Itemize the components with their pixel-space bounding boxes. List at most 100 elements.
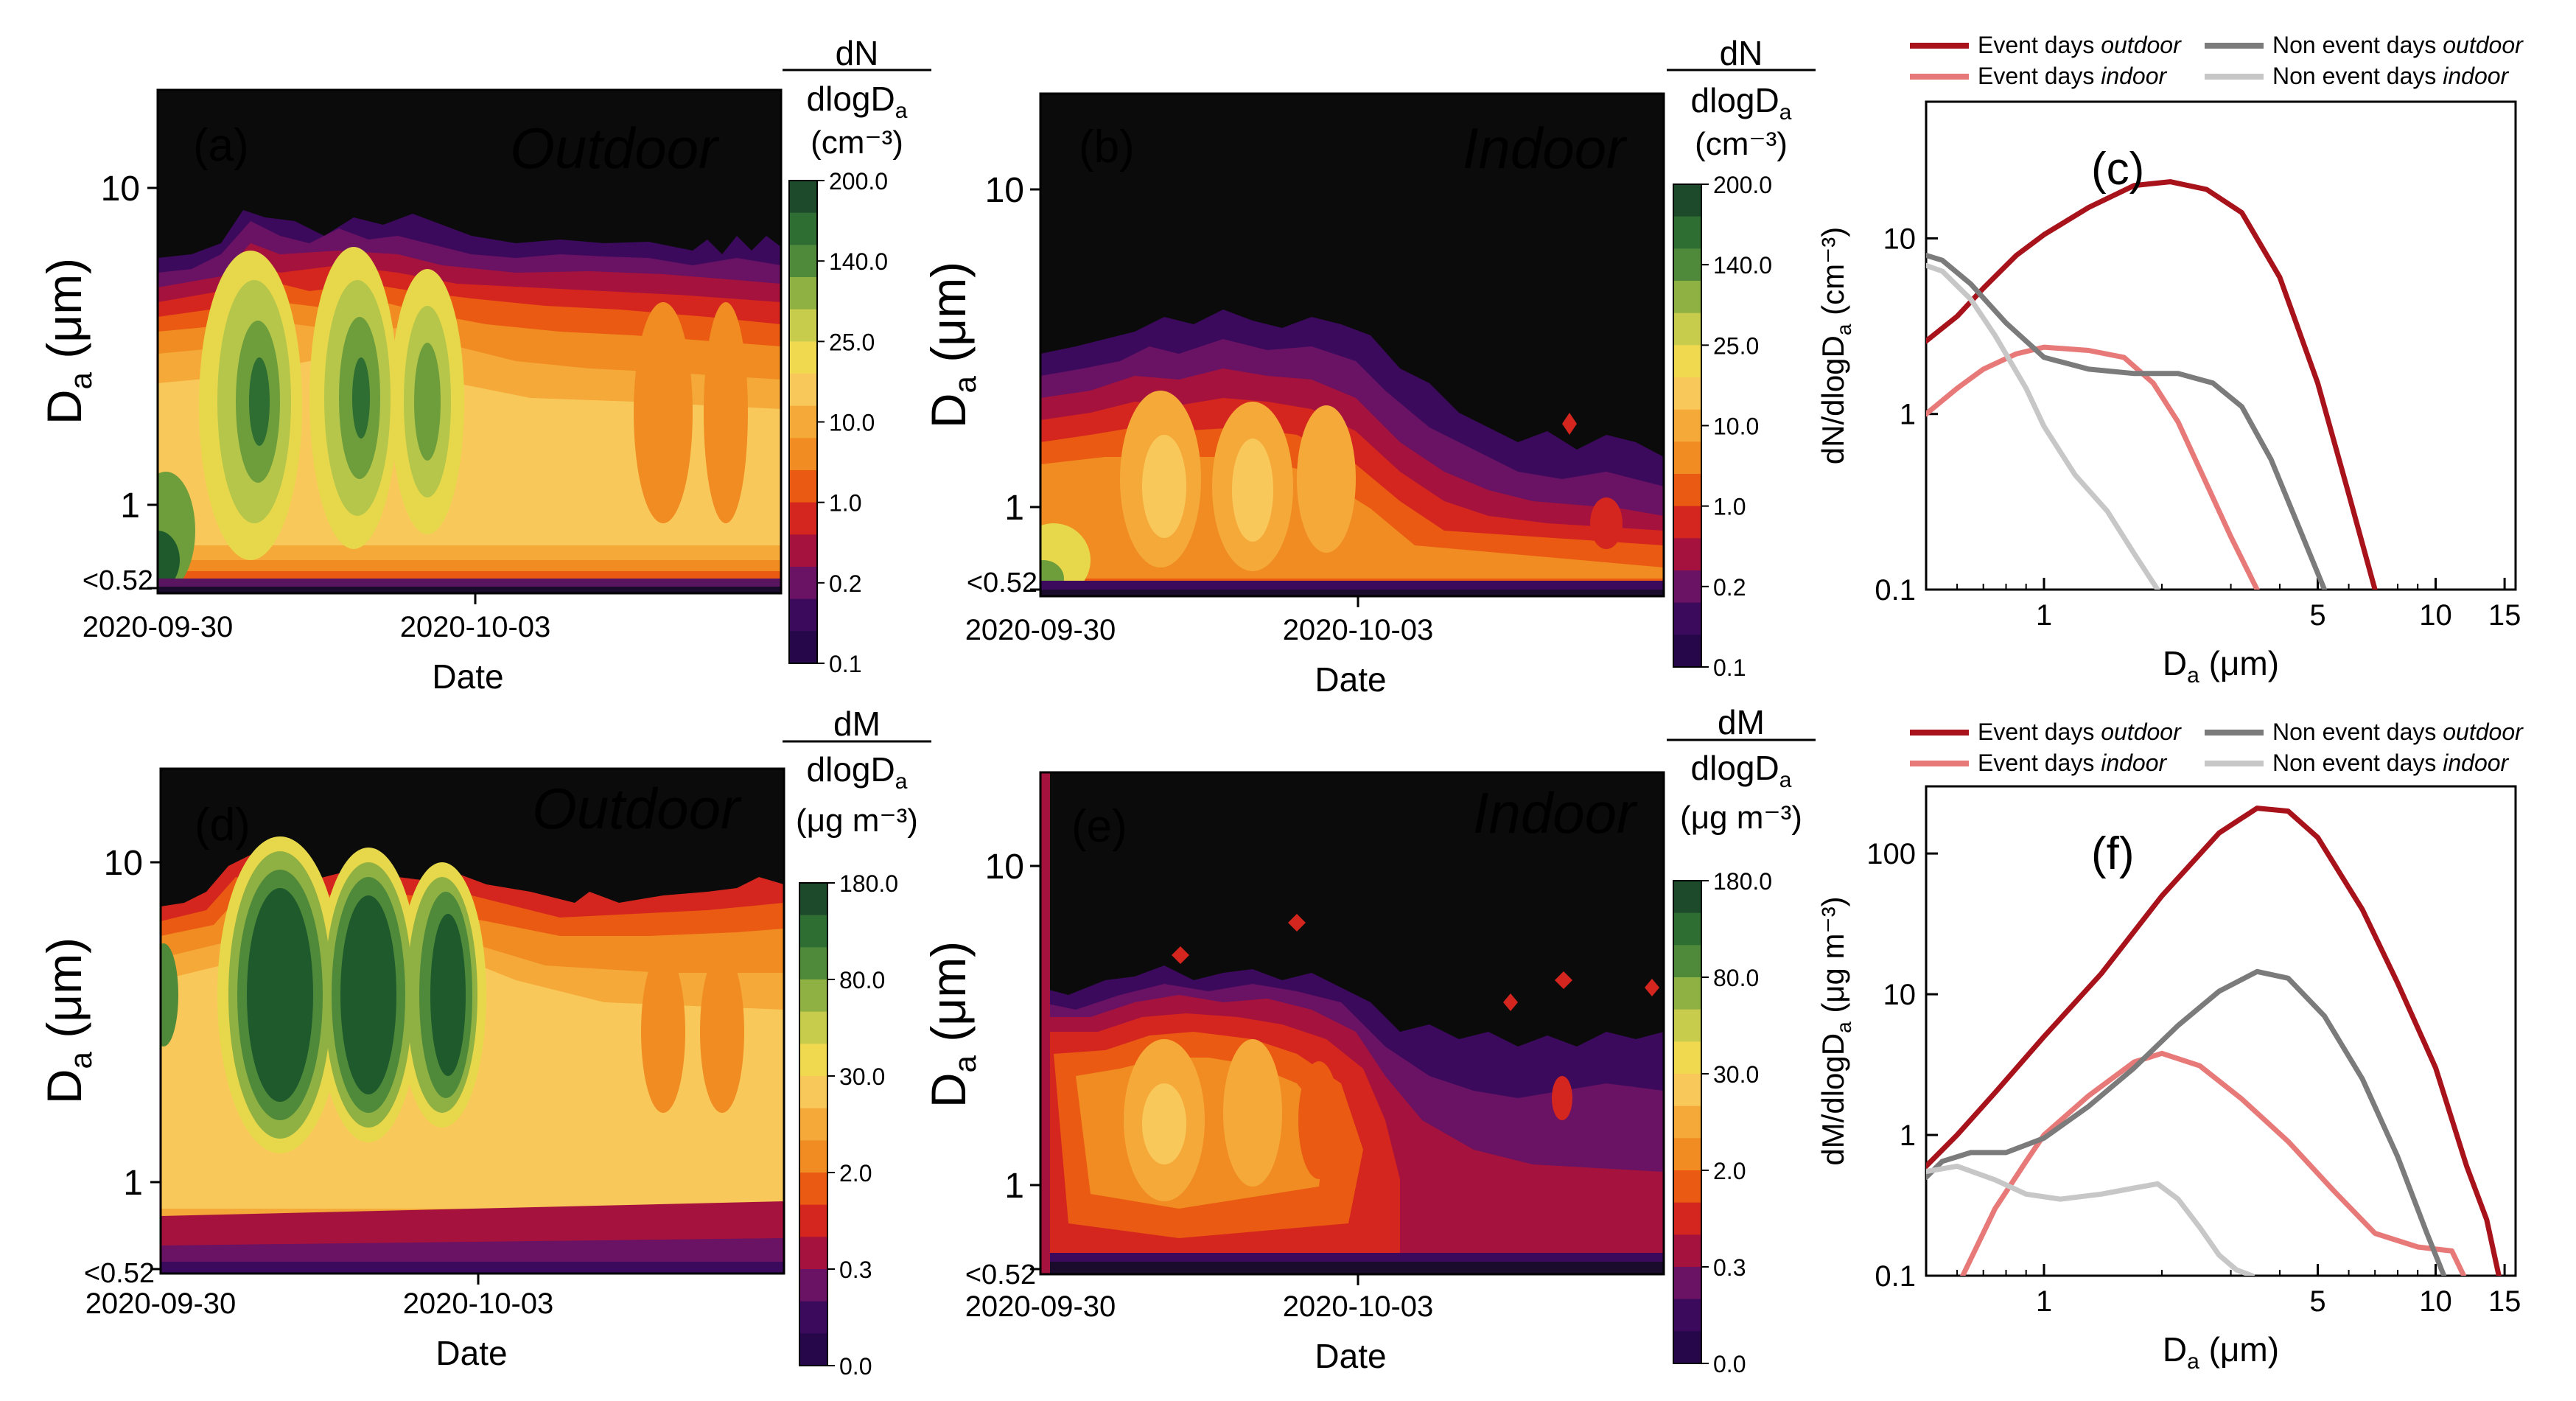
colorbar-b-step-11 xyxy=(1673,538,1701,571)
xlabel-f: Da (μm) xyxy=(2163,1330,2279,1374)
colorbar-a-step-12 xyxy=(789,567,817,600)
panel-e: (e) Indoor 10 1 <0.52 Da (μm) 2020-09-30… xyxy=(921,771,1665,1375)
panel-label-a: (a) xyxy=(193,120,249,171)
heatmap-b-field xyxy=(1040,94,1664,596)
colorbar-a-step-8 xyxy=(789,438,817,471)
colorbar-a-step-7 xyxy=(789,405,817,439)
colorbar-d-ticklabel-2: 30.0 xyxy=(839,1063,885,1090)
legend-label-f-0: Event days outdoor xyxy=(1978,719,2182,745)
colorbar-e-ticklabel-3: 2.0 xyxy=(1713,1158,1746,1184)
ytick-f-0: 0.1 xyxy=(1875,1260,1916,1293)
plot-frame-c xyxy=(1925,100,2517,591)
colorbar-b-step-6 xyxy=(1673,377,1701,410)
colorbar-b-step-8 xyxy=(1673,441,1701,475)
colorbar-b-step-13 xyxy=(1673,602,1701,636)
colorbar-e-ticklabel-4: 0.3 xyxy=(1713,1254,1746,1281)
colorbar-b-step-12 xyxy=(1673,570,1701,604)
colorbar-d-ticklabel-4: 0.3 xyxy=(839,1257,872,1283)
heatmap-a-field xyxy=(158,90,781,593)
ytick-d-2: <0.52 xyxy=(84,1258,155,1289)
colorbar-a-ticklabel-5: 0.2 xyxy=(829,570,861,597)
ytick-a-0: 10 xyxy=(101,170,140,209)
ytick-b-1: 1 xyxy=(1004,489,1024,528)
colorbar-d-unit: (μg m⁻³) xyxy=(796,803,918,839)
legend-label-c-0: Event days outdoor xyxy=(1978,32,2182,58)
colorbar-d-step-2 xyxy=(799,947,827,980)
colorbar-a-step-5 xyxy=(789,341,817,374)
colorbar-e-step-8 xyxy=(1673,1138,1701,1171)
colorbar-d-step-0 xyxy=(799,883,827,916)
xtick-a-1: 2020-10-03 xyxy=(400,611,551,643)
legend-label-f-3: Non event days indoor xyxy=(2272,750,2510,776)
ytick-b-0: 10 xyxy=(985,171,1024,210)
colorbar-b-step-14 xyxy=(1673,635,1701,668)
ytick-d-1: 1 xyxy=(123,1164,143,1203)
panel-b: (b) Indoor 10 1 <0.52 Da (μm) 2020-09-30… xyxy=(921,92,1665,699)
xtick-d-0: 2020-09-30 xyxy=(85,1288,237,1320)
series-line-f-3 xyxy=(1926,1163,2255,1276)
legend-label-f-1: Event days indoor xyxy=(1978,750,2168,776)
colorbar-b-step-3 xyxy=(1673,281,1701,314)
colorbar-a-step-0 xyxy=(789,181,817,214)
colorbar-a-step-3 xyxy=(789,277,817,310)
ytick-f-1: 1 xyxy=(1900,1119,1916,1152)
plot-frame-f xyxy=(1925,785,2517,1277)
colorbar-e-step-14 xyxy=(1673,1331,1701,1364)
colorbar-a-step-14 xyxy=(789,631,817,664)
colorbar-b-bottom: dlogDa xyxy=(1691,81,1792,125)
panel-label-e: (e) xyxy=(1071,801,1127,852)
panel-a: (a) Outdoor 10 1 <0.52 Da (μm) 2020-09-3… xyxy=(37,88,783,696)
colorbar-b-ticklabel-2: 25.0 xyxy=(1713,332,1759,359)
colorbar-b-top: dN xyxy=(1720,34,1763,72)
colorbar-d-step-5 xyxy=(799,1044,827,1077)
panel-label-b: (b) xyxy=(1079,122,1135,172)
colorbar-a-ticklabel-2: 25.0 xyxy=(829,329,875,355)
xtick-c-0: 1 xyxy=(2036,599,2052,632)
xtick-f-1: 5 xyxy=(2309,1285,2325,1318)
xtick-e-1: 2020-10-03 xyxy=(1283,1290,1434,1323)
colorbar-e-ticklabel-1: 80.0 xyxy=(1713,965,1759,991)
ylabel-f: dM/dlogDa (μg m⁻³) xyxy=(1816,896,1855,1165)
ytick-a-1: 1 xyxy=(120,486,140,525)
colorbar-e-step-9 xyxy=(1673,1170,1701,1203)
heatmap-d-field xyxy=(161,769,784,1274)
colorbar-e-unit: (μg m⁻³) xyxy=(1680,800,1802,836)
ytick-a-2: <0.52 xyxy=(83,565,153,596)
colorbar-e-bottom: dlogDa xyxy=(1691,749,1792,792)
legend-label-f-2: Non event days outdoor xyxy=(2272,719,2524,745)
colorbar-e-step-13 xyxy=(1673,1299,1701,1332)
colorbar-e-step-2 xyxy=(1673,945,1701,978)
xlabel-e: Date xyxy=(1315,1337,1386,1375)
ytick-f-2: 10 xyxy=(1883,979,1917,1011)
plot-frame-e xyxy=(1039,771,1665,1276)
colorbar-a-step-11 xyxy=(789,534,817,567)
colorbar-e-step-6 xyxy=(1673,1074,1701,1107)
colorbar-a-bottom: dlogDa xyxy=(807,80,908,123)
colorbar-a-ticklabel-1: 140.0 xyxy=(829,248,888,275)
colorbar-b-step-1 xyxy=(1673,216,1701,250)
colorbar-e-step-1 xyxy=(1673,912,1701,946)
xtick-f-0: 1 xyxy=(2036,1285,2052,1318)
colorbar-b-step-0 xyxy=(1673,184,1701,217)
colorbar-b: dN dlogDa (cm⁻³) 200.0 140.0 25.0 10.0 1.0 0.… xyxy=(1667,34,1816,681)
legend-label-c-3: Non event days indoor xyxy=(2272,63,2510,89)
colorbar-e-ticklabel-2: 30.0 xyxy=(1713,1061,1759,1088)
colorbar-e-step-7 xyxy=(1673,1105,1701,1139)
xlabel-d: Date xyxy=(435,1334,507,1372)
colorbar-b-ticklabel-1: 140.0 xyxy=(1713,252,1772,279)
ylabel-e: Da (μm) xyxy=(921,941,982,1108)
ytick-d-0: 10 xyxy=(104,844,143,883)
colorbar-b-ticklabel-3: 10.0 xyxy=(1713,413,1759,440)
colorbar-a-ticklabel-4: 1.0 xyxy=(829,490,861,517)
series-line-c-2 xyxy=(1926,253,2328,590)
plot-frame-d xyxy=(159,767,785,1275)
colorbar-d-step-13 xyxy=(799,1301,827,1335)
colorbar-e-step-11 xyxy=(1673,1234,1701,1268)
colorbar-d-ticklabel-1: 80.0 xyxy=(839,967,885,993)
colorbar-a-step-4 xyxy=(789,309,817,343)
colorbar-a-step-2 xyxy=(789,245,817,278)
colorbar-d-ticklabel-0: 180.0 xyxy=(839,870,898,897)
xlabel-a: Date xyxy=(432,657,503,696)
colorbar-d-step-3 xyxy=(799,979,827,1013)
